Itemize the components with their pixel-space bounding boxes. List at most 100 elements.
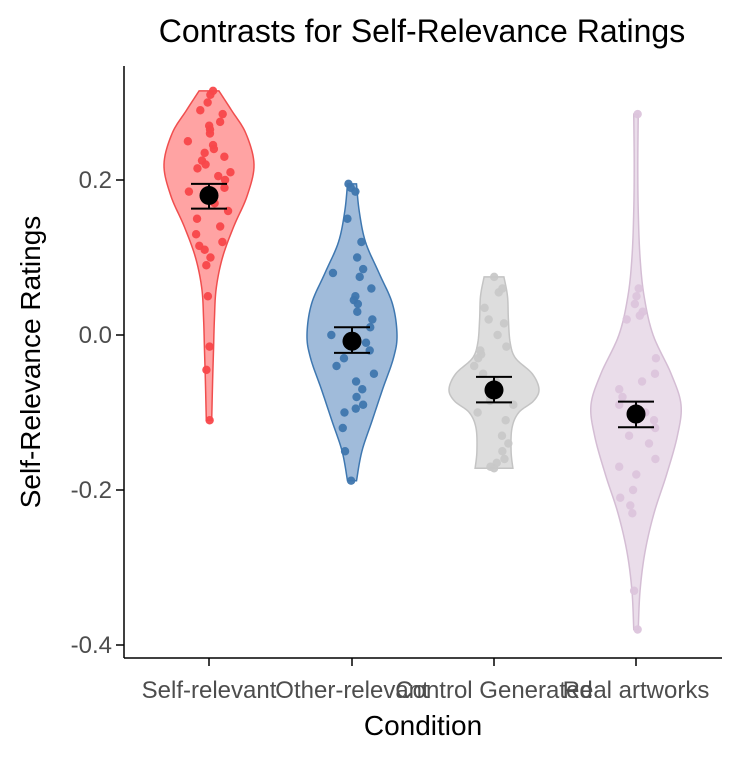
data-point <box>361 338 371 347</box>
x-tick-label: Control Generated <box>395 677 592 704</box>
y-axis-ticks: 0.2 0.0 -0.2 -0.4 <box>71 167 124 659</box>
data-point <box>343 214 352 223</box>
data-point <box>632 470 641 479</box>
data-point <box>637 377 647 386</box>
data-point <box>351 377 361 386</box>
x-axis-title: Condition <box>364 710 482 741</box>
x-tick-label: Other-relevant <box>275 677 429 704</box>
plot-area <box>163 86 683 634</box>
data-point <box>353 307 362 316</box>
data-point <box>339 354 349 363</box>
data-point <box>214 171 223 181</box>
data-point <box>205 342 214 351</box>
data-point <box>473 408 482 417</box>
data-point <box>338 423 347 433</box>
mean-marker <box>342 331 362 351</box>
data-point <box>184 187 194 196</box>
data-point <box>366 323 375 332</box>
data-point <box>218 109 227 119</box>
data-point <box>201 160 210 169</box>
data-point <box>484 315 493 324</box>
x-tick-label: Self-relevant <box>142 677 277 704</box>
data-point <box>340 447 350 456</box>
data-point <box>352 392 361 402</box>
data-point <box>353 299 363 309</box>
data-point <box>215 117 225 127</box>
mean-marker <box>199 186 219 205</box>
data-point <box>650 369 660 378</box>
violin-group-2 <box>448 272 540 473</box>
data-point <box>498 447 507 456</box>
data-point <box>494 288 503 297</box>
data-point <box>218 237 227 247</box>
data-point <box>628 509 637 518</box>
violin-group-3 <box>589 109 683 634</box>
data-point <box>618 392 627 402</box>
data-point <box>489 464 499 473</box>
y-tick-label: -0.4 <box>71 632 112 659</box>
data-point <box>489 272 499 282</box>
data-point <box>202 261 211 270</box>
y-tick-label: -0.2 <box>71 477 112 504</box>
chart-title: Contrasts for Self-Relevance Ratings <box>159 13 685 49</box>
data-point <box>615 385 624 394</box>
data-point <box>500 454 509 464</box>
data-point <box>205 129 215 138</box>
data-point <box>220 175 230 185</box>
data-point <box>651 423 660 433</box>
data-point <box>351 187 360 196</box>
y-tick-label: 0.2 <box>79 167 112 194</box>
data-point <box>473 354 483 363</box>
data-point <box>497 431 507 440</box>
data-point <box>632 292 641 301</box>
data-point <box>501 416 510 425</box>
data-point <box>616 493 625 502</box>
data-point <box>202 365 211 375</box>
mean-marker <box>484 380 504 400</box>
data-point <box>203 98 212 107</box>
data-point <box>215 222 225 231</box>
data-point <box>355 272 364 282</box>
data-point <box>192 214 202 223</box>
data-point <box>358 264 368 274</box>
data-point <box>196 106 205 115</box>
data-point <box>624 431 634 440</box>
mean-marker <box>626 404 646 424</box>
data-point <box>499 319 509 328</box>
data-point <box>633 625 642 634</box>
data-point <box>200 245 209 254</box>
data-point <box>340 408 349 417</box>
violin-shape <box>448 276 540 470</box>
data-point <box>332 361 341 371</box>
data-point <box>367 284 376 293</box>
violin-group-0 <box>163 86 255 425</box>
data-point <box>209 144 219 154</box>
data-point <box>327 330 336 340</box>
data-point <box>358 400 368 409</box>
data-point <box>622 315 631 324</box>
data-point <box>220 152 229 161</box>
data-point <box>193 164 202 173</box>
data-point <box>626 501 635 510</box>
data-point <box>651 354 661 363</box>
data-point <box>191 230 201 239</box>
data-point <box>615 462 624 471</box>
data-point <box>628 485 638 495</box>
data-point <box>469 361 479 371</box>
data-point <box>203 292 213 301</box>
data-point <box>358 385 367 394</box>
data-point <box>634 284 643 293</box>
data-point <box>635 311 644 320</box>
data-point <box>630 299 640 309</box>
data-point <box>206 90 215 99</box>
data-point <box>644 439 654 448</box>
x-tick-label: Real artworks <box>563 677 710 704</box>
y-axis-title: Self-Relevance Ratings <box>15 216 46 509</box>
data-point <box>633 109 642 119</box>
data-point <box>226 168 235 177</box>
data-point <box>351 404 360 413</box>
data-point <box>629 586 639 595</box>
violin-group-1 <box>306 179 398 485</box>
